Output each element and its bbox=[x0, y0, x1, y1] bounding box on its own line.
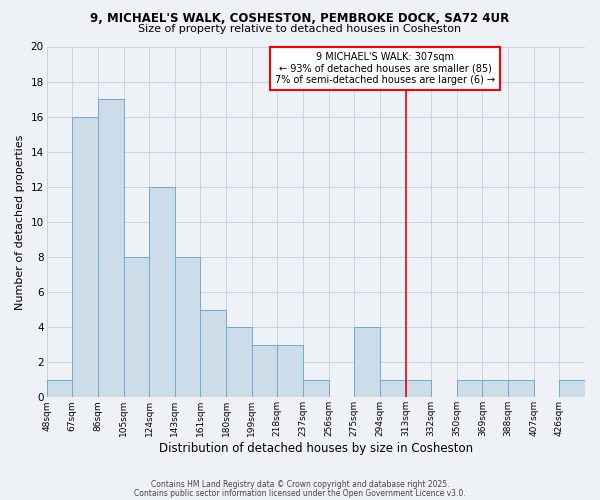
Bar bbox=[354, 327, 380, 398]
Bar bbox=[200, 310, 226, 398]
Text: Contains HM Land Registry data © Crown copyright and database right 2025.: Contains HM Land Registry data © Crown c… bbox=[151, 480, 449, 489]
Text: Size of property relative to detached houses in Cosheston: Size of property relative to detached ho… bbox=[139, 24, 461, 34]
Text: Contains public sector information licensed under the Open Government Licence v3: Contains public sector information licen… bbox=[134, 490, 466, 498]
Bar bbox=[380, 380, 406, 398]
Bar bbox=[175, 257, 200, 398]
Bar bbox=[508, 380, 534, 398]
Bar bbox=[277, 344, 303, 398]
Bar bbox=[406, 380, 431, 398]
Text: 9, MICHAEL'S WALK, COSHESTON, PEMBROKE DOCK, SA72 4UR: 9, MICHAEL'S WALK, COSHESTON, PEMBROKE D… bbox=[91, 12, 509, 26]
Y-axis label: Number of detached properties: Number of detached properties bbox=[15, 134, 25, 310]
Bar bbox=[303, 380, 329, 398]
Text: 9 MICHAEL'S WALK: 307sqm
← 93% of detached houses are smaller (85)
7% of semi-de: 9 MICHAEL'S WALK: 307sqm ← 93% of detach… bbox=[275, 52, 495, 85]
Bar bbox=[457, 380, 482, 398]
Bar bbox=[559, 380, 585, 398]
Bar bbox=[226, 327, 251, 398]
Bar bbox=[98, 99, 124, 398]
Bar bbox=[251, 344, 277, 398]
Bar bbox=[72, 116, 98, 398]
Bar bbox=[47, 380, 72, 398]
Bar bbox=[149, 187, 175, 398]
X-axis label: Distribution of detached houses by size in Cosheston: Distribution of detached houses by size … bbox=[159, 442, 473, 455]
Bar bbox=[482, 380, 508, 398]
Bar bbox=[124, 257, 149, 398]
